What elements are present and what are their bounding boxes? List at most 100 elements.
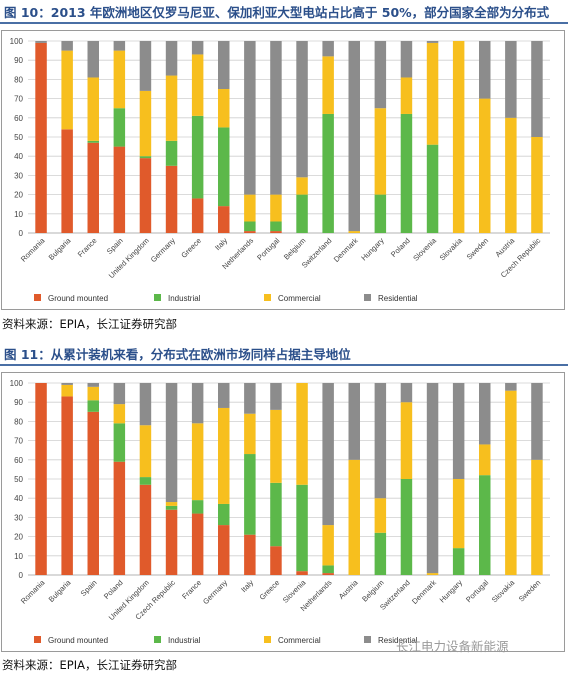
bar-slovenia-industrial <box>426 144 439 233</box>
bar-sweden-residential <box>531 383 543 460</box>
bar-czech-republic-residential <box>165 383 178 503</box>
x-tick-label: Romania <box>19 235 47 263</box>
bar-romania-ground-mounted <box>35 383 47 575</box>
bar-united-kingdom-ground-mounted <box>139 484 152 575</box>
x-tick-label: Sweden <box>517 578 543 604</box>
figure-11-title: 图 11：从累计装机来看，分布式在欧洲市场同样占据主导地位 <box>0 344 568 366</box>
bar-greece-ground-mounted <box>270 546 282 575</box>
y-tick-label: 30 <box>14 513 23 522</box>
figure-10-title: 图 10：2013 年欧洲地区仅罗马尼亚、保加利亚大型电站占比高于 50%，部分… <box>0 2 568 24</box>
legend-swatch-industrial <box>154 294 161 301</box>
bar-czech-republic-residential <box>531 41 543 137</box>
bar-sweden-commercial <box>479 98 491 233</box>
bar-italy-ground-mounted <box>244 534 256 575</box>
bar-austria-residential <box>505 41 517 118</box>
y-tick-label: 90 <box>14 56 23 65</box>
x-tick-label: Belgium <box>360 578 386 604</box>
y-tick-label: 80 <box>14 75 23 84</box>
bar-portugal-ground-mounted <box>270 231 282 233</box>
x-tick-label: Denmark <box>332 236 360 264</box>
x-tick-label: France <box>180 578 203 601</box>
legend-swatch-commercial <box>264 294 271 301</box>
bar-spain-commercial <box>113 50 126 109</box>
bar-sweden-commercial <box>531 459 543 575</box>
bar-bulgaria-ground-mounted <box>61 129 73 233</box>
bar-bulgaria-ground-mounted <box>61 396 73 575</box>
bar-united-kingdom-commercial <box>139 425 152 478</box>
chart-2: 0 10 20 30 40 50 60 70 80 90 100 Romania Bulgaria Spa… <box>10 379 550 645</box>
bar-slovenia-industrial <box>296 484 308 572</box>
bar-france-residential <box>191 383 204 424</box>
chart-1: 0 10 20 30 40 50 60 70 80 90 100 Romania Bulgaria Fra… <box>10 37 550 303</box>
bar-slovenia-residential <box>426 41 439 43</box>
x-tick-label: Spain <box>105 236 125 256</box>
bar-austria-commercial <box>348 459 360 575</box>
legend-swatch-ground-mounted <box>34 294 41 301</box>
bar-united-kingdom-industrial <box>139 156 152 159</box>
bar-germany-industrial <box>218 503 230 526</box>
bar-spain-residential <box>87 383 99 387</box>
x-tick-label: Hungary <box>359 236 386 263</box>
bar-czech-republic-commercial <box>531 137 543 233</box>
y-tick-label: 60 <box>14 114 23 123</box>
legend-swatch-commercial <box>264 636 271 643</box>
bar-germany-residential <box>218 383 230 408</box>
bar-italy-ground-mounted <box>218 206 230 233</box>
bar-hungary-residential <box>452 383 465 479</box>
bar-austria-residential <box>348 383 360 460</box>
bar-netherlands-industrial <box>244 221 256 232</box>
x-tick-label: Portugal <box>255 236 281 262</box>
legend-label-commercial: Commercial <box>278 636 321 645</box>
bar-greece-commercial <box>191 54 204 116</box>
bar-poland-commercial <box>113 404 126 424</box>
bar-poland-residential <box>400 41 413 78</box>
bar-netherlands-ground-mounted <box>244 231 256 233</box>
bar-poland-ground-mounted <box>113 461 126 575</box>
bar-netherlands-residential <box>244 41 256 195</box>
y-tick-label: 50 <box>14 475 23 484</box>
x-tick-label: Poland <box>102 578 125 601</box>
bar-netherlands-commercial <box>322 525 334 566</box>
bar-netherlands-commercial <box>244 194 256 222</box>
bar-slovenia-ground-mounted <box>296 571 308 575</box>
bar-czech-republic-commercial <box>165 502 178 506</box>
bar-greece-residential <box>191 41 204 55</box>
bar-belgium-residential <box>374 383 387 499</box>
y-tick-label: 10 <box>14 210 23 219</box>
x-tick-label: Poland <box>389 236 412 259</box>
y-tick-label: 80 <box>14 417 23 426</box>
bar-germany-commercial <box>218 407 230 504</box>
bar-hungary-commercial <box>374 108 387 195</box>
y-tick-label: 30 <box>14 171 23 180</box>
bar-portugal-residential <box>270 41 282 195</box>
bar-greece-ground-mounted <box>191 198 204 233</box>
bar-denmark-commercial <box>348 231 360 233</box>
y-tick-label: 100 <box>10 37 24 46</box>
legend-swatch-residential <box>364 294 371 301</box>
bar-greece-commercial <box>270 409 282 483</box>
bar-slovakia-commercial <box>452 41 465 233</box>
bar-switzerland-industrial <box>322 113 334 233</box>
bar-netherlands-residential <box>322 383 334 526</box>
y-tick-label: 60 <box>14 456 23 465</box>
bar-france-commercial <box>191 423 204 501</box>
y-tick-label: 40 <box>14 494 23 503</box>
bar-slovenia-commercial <box>426 42 439 145</box>
bar-slovakia-commercial <box>505 390 517 575</box>
bar-france-residential <box>87 41 99 78</box>
bar-poland-industrial <box>113 423 126 462</box>
y-tick-label: 20 <box>14 191 23 200</box>
x-tick-label: Slovakia <box>438 235 465 262</box>
y-tick-label: 70 <box>14 95 23 104</box>
bar-czech-republic-industrial <box>165 505 178 510</box>
bar-slovenia-commercial <box>296 383 308 485</box>
x-tick-label: Spain <box>79 578 99 598</box>
y-tick-label: 100 <box>10 379 24 388</box>
bar-austria-commercial <box>505 117 517 233</box>
bar-poland-commercial <box>400 77 413 114</box>
chart-1-frame: 0 10 20 30 40 50 60 70 80 90 100 Romania Bulgaria Fra… <box>1 30 565 310</box>
bar-romania-ground-mounted <box>35 42 47 233</box>
bar-portugal-residential <box>479 383 491 445</box>
x-tick-label: Portugal <box>464 578 490 604</box>
bar-poland-residential <box>113 383 126 405</box>
